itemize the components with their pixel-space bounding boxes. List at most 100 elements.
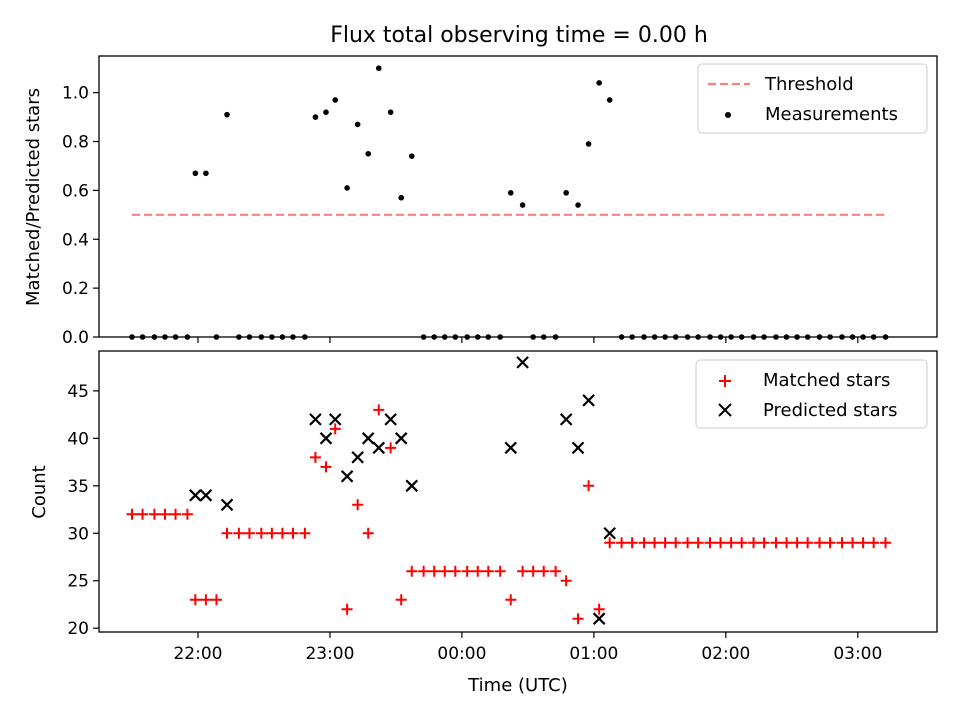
matched-star-point [616, 537, 628, 549]
measurement-point [596, 80, 602, 86]
bottom-axes-frame [98, 350, 938, 633]
measurement-point [375, 65, 382, 72]
matched-star-point [418, 565, 430, 577]
matched-star-point [814, 537, 826, 549]
matched-star-point [287, 527, 299, 539]
predicted-star-point [319, 432, 333, 445]
matched-star-point [517, 565, 529, 577]
matched-legend-label: Matched stars [763, 370, 890, 391]
top-y-tick-label: 0.0 [62, 328, 89, 348]
matched-star-point [352, 499, 364, 511]
matched-star-point [649, 537, 661, 549]
matched-star-point [659, 537, 671, 549]
bottom-y-tick-label: 30 [67, 524, 89, 544]
matched-star-point [836, 537, 848, 549]
measurement-point [203, 170, 209, 177]
top-y-tick-label: 0.2 [62, 279, 89, 299]
matched-star-point [233, 527, 245, 539]
x-axis-label: Time (UTC) [467, 675, 568, 696]
matched-star-point [880, 537, 892, 549]
matched-star-point [704, 537, 716, 549]
matched-star-point [266, 527, 278, 539]
predicted-star-point [582, 394, 595, 407]
matched-star-point [857, 537, 869, 549]
matched-star-point [847, 537, 859, 549]
top-legend: Threshold Measurements [697, 63, 928, 134]
measurement-point [575, 202, 581, 208]
measurement-point [387, 109, 394, 115]
measurement-point [344, 185, 350, 191]
top-y-tick-label: 0.8 [62, 133, 89, 153]
matched-star-point [682, 537, 694, 549]
measurement-point [354, 121, 361, 128]
matched-star-point [159, 508, 171, 520]
matched-star-point [550, 565, 562, 577]
bottom-plot-area [126, 356, 892, 625]
x-tick-label: 03:00 [833, 644, 882, 664]
matched-star-point [770, 537, 782, 549]
matched-star-point [148, 508, 160, 520]
matched-star-point [126, 508, 138, 520]
matched-star-point [189, 594, 201, 606]
predicted-star-point [559, 413, 573, 426]
top-y-ticks: 0.0 0.2 0.4 0.6 0.8 1.0 [62, 84, 99, 348]
bottom-legend: Matched stars Predicted stars [695, 359, 928, 429]
predicted-star-point [328, 413, 342, 426]
bottom-y-tick-label: 40 [67, 429, 89, 449]
matched-star-point [758, 537, 770, 549]
measurement-point [585, 141, 592, 147]
top-axes-frame [98, 55, 938, 338]
matched-star-point [181, 508, 193, 520]
matched-star-point [527, 565, 539, 577]
top-legend-box [697, 63, 928, 134]
predicted-star-point [351, 451, 364, 464]
matched-star-point [604, 537, 616, 549]
measurement-point [606, 97, 613, 103]
bottom-y-tick-label: 25 [67, 572, 89, 592]
matched-star-point [824, 537, 836, 549]
top-x-ticks [197, 337, 859, 343]
matched-star-point [626, 537, 638, 549]
top-y-axis-label: Matched/Predicted stars [23, 88, 44, 306]
measurement-point [224, 111, 230, 118]
bottom-y-tick-label: 45 [67, 382, 89, 402]
matched-star-point [638, 537, 650, 549]
predicted-star-point [405, 479, 419, 493]
x-tick-label: 23:00 [305, 644, 354, 664]
measurement-point [312, 114, 319, 120]
matched-star-point [243, 527, 255, 539]
x-tick-label: 02:00 [701, 644, 750, 664]
matched-star-point [736, 537, 748, 549]
matched-star-point [692, 537, 704, 549]
bottom-y-ticks: 20 25 30 35 40 45 [67, 382, 99, 639]
matched-star-point [428, 565, 440, 577]
predicted-star-point [189, 489, 202, 502]
x-tick-label: 01:00 [569, 644, 618, 664]
predicted-star-point [603, 526, 616, 540]
predicted-star-point [340, 470, 354, 483]
predicted-star-point [394, 432, 408, 445]
predicted-star-point [199, 489, 213, 502]
predicted-star-point [309, 413, 322, 426]
matched-star-point [210, 594, 222, 606]
matched-star-point [461, 565, 473, 577]
measurements-legend-label: Measurements [765, 104, 898, 125]
matched-star-point [670, 537, 682, 549]
bottom-y-tick-label: 35 [67, 477, 89, 497]
matched-star-point [221, 527, 233, 539]
measurement-point [398, 194, 405, 201]
matched-star-point [715, 537, 727, 549]
matched-star-point [494, 565, 506, 577]
matched-star-point [406, 565, 418, 577]
measurements-legend-swatch [725, 112, 731, 118]
matched-star-point [276, 527, 288, 539]
top-y-tick-label: 0.4 [62, 230, 89, 250]
predicted-star-point [504, 441, 518, 455]
matched-star-point [593, 603, 605, 615]
matched-star-point [362, 527, 374, 539]
matched-star-point [255, 527, 267, 539]
matched-star-point [583, 480, 595, 492]
matched-star-point [395, 594, 407, 606]
bottom-y-axis-label: Count [29, 465, 50, 518]
matched-star-point [725, 537, 737, 549]
